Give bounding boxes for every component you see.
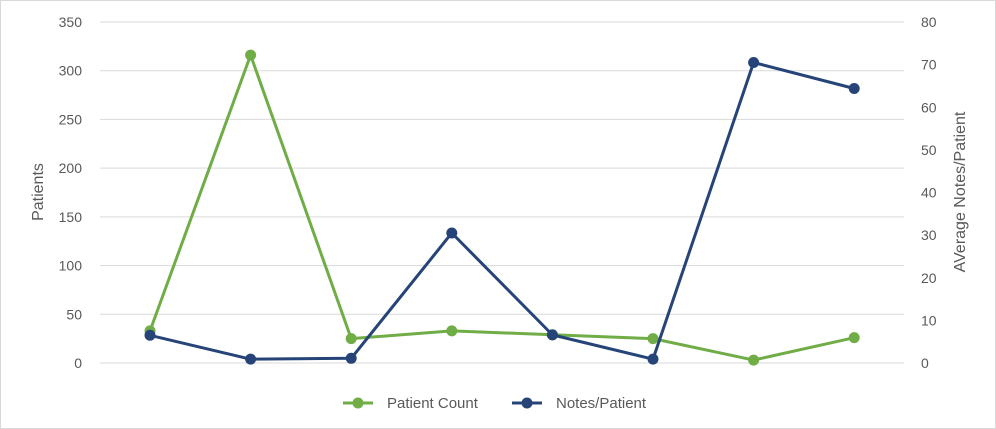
legend-marker <box>352 397 364 409</box>
data-point-patient-count <box>848 332 860 344</box>
left-axis-title: Patients <box>30 163 47 221</box>
right-tick-label: 30 <box>921 227 937 243</box>
data-point-notes-patient <box>446 227 458 239</box>
left-tick-label: 200 <box>59 160 83 176</box>
legend-entry-patient-count: Patient Count <box>343 395 479 412</box>
right-tick-label: 10 <box>921 312 937 328</box>
right-axis-ticks: 0 10 20 30 40 50 60 70 80 <box>921 14 937 371</box>
legend-label: Notes/Patient <box>556 395 647 412</box>
gridlines <box>100 21 904 364</box>
data-point-patient-count <box>446 325 458 337</box>
left-tick-label: 50 <box>66 306 82 322</box>
legend: Patient Count Notes/Patient <box>343 395 647 412</box>
data-point-notes-patient <box>546 329 558 341</box>
left-tick-label: 350 <box>59 14 83 30</box>
data-point-notes-patient <box>647 353 659 365</box>
right-tick-label: 70 <box>921 57 937 73</box>
data-point-notes-patient <box>144 329 156 341</box>
legend-entry-notes-patient: Notes/Patient <box>512 395 647 412</box>
right-tick-label: 80 <box>921 14 937 30</box>
right-tick-label: 0 <box>921 355 929 371</box>
series-line-notes-patient <box>149 60 855 361</box>
right-tick-label: 20 <box>921 270 937 286</box>
data-point-patient-count <box>748 354 760 366</box>
data-point-notes-patient <box>848 82 860 94</box>
legend-label: Patient Count <box>387 395 479 412</box>
series-line-patient-count <box>148 53 855 362</box>
left-tick-label: 100 <box>59 258 83 274</box>
right-tick-label: 40 <box>921 185 937 201</box>
data-point-patient-count <box>245 49 257 61</box>
series-layer <box>144 49 860 366</box>
data-point-patient-count <box>647 333 659 345</box>
legend-marker <box>521 397 533 409</box>
series-notes-patient <box>144 56 860 365</box>
data-point-notes-patient <box>345 352 357 364</box>
right-axis-title: AVerage Notes/Patient <box>952 111 969 272</box>
left-tick-label: 250 <box>59 111 83 127</box>
data-point-notes-patient <box>245 353 257 365</box>
left-tick-label: 0 <box>74 355 82 371</box>
data-point-notes-patient <box>748 56 760 68</box>
right-tick-label: 60 <box>921 99 937 115</box>
left-tick-label: 300 <box>59 63 83 79</box>
data-point-patient-count <box>345 333 357 345</box>
left-axis-ticks: 0 50 100 150 200 250 300 350 <box>59 14 83 371</box>
right-tick-label: 50 <box>921 142 937 158</box>
left-tick-label: 150 <box>59 209 83 225</box>
